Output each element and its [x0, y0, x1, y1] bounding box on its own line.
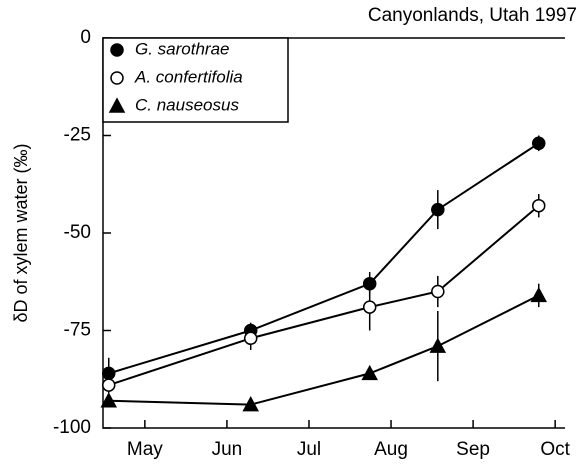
x-tick-label: Jun: [212, 439, 243, 460]
chart-title: Canyonlands, Utah 1997: [368, 5, 577, 26]
series-line: [108, 142, 540, 375]
data-point: [101, 378, 116, 392]
legend-marker: [110, 71, 124, 85]
series-line: [108, 204, 540, 387]
legend-marker: [110, 43, 124, 57]
data-point: [242, 396, 259, 412]
legend-label: C. nauseosus: [135, 95, 239, 114]
legend-marker: [108, 97, 126, 113]
y-tick-label: -75: [64, 320, 91, 341]
data-point: [100, 392, 117, 408]
x-tick-label: Jul: [297, 439, 321, 460]
legend-label: A. confertifolia: [134, 67, 243, 86]
x-tick-label: Sep: [456, 439, 490, 460]
data-point: [361, 364, 378, 381]
x-tick-label: Oct: [540, 439, 570, 460]
data-point: [531, 198, 546, 213]
legend-box: [102, 37, 289, 123]
y-tick-label: -100: [53, 417, 91, 438]
y-tick-label: 0: [80, 27, 91, 48]
data-point: [429, 337, 447, 353]
data-point: [243, 331, 258, 346]
legend-label: G. sarothrae: [135, 39, 230, 58]
data-point: [531, 136, 546, 151]
y-axis-label: δD of xylem water (‰): [11, 143, 31, 322]
data-point: [362, 300, 377, 314]
data-point: [431, 202, 445, 217]
data-point: [431, 284, 445, 299]
x-tick-label: Aug: [374, 439, 408, 460]
y-tick-label: -50: [64, 222, 91, 243]
series-line: [108, 294, 540, 406]
data-point: [530, 286, 547, 303]
x-tick-label: May: [127, 439, 163, 460]
y-tick-label: -25: [64, 125, 91, 146]
